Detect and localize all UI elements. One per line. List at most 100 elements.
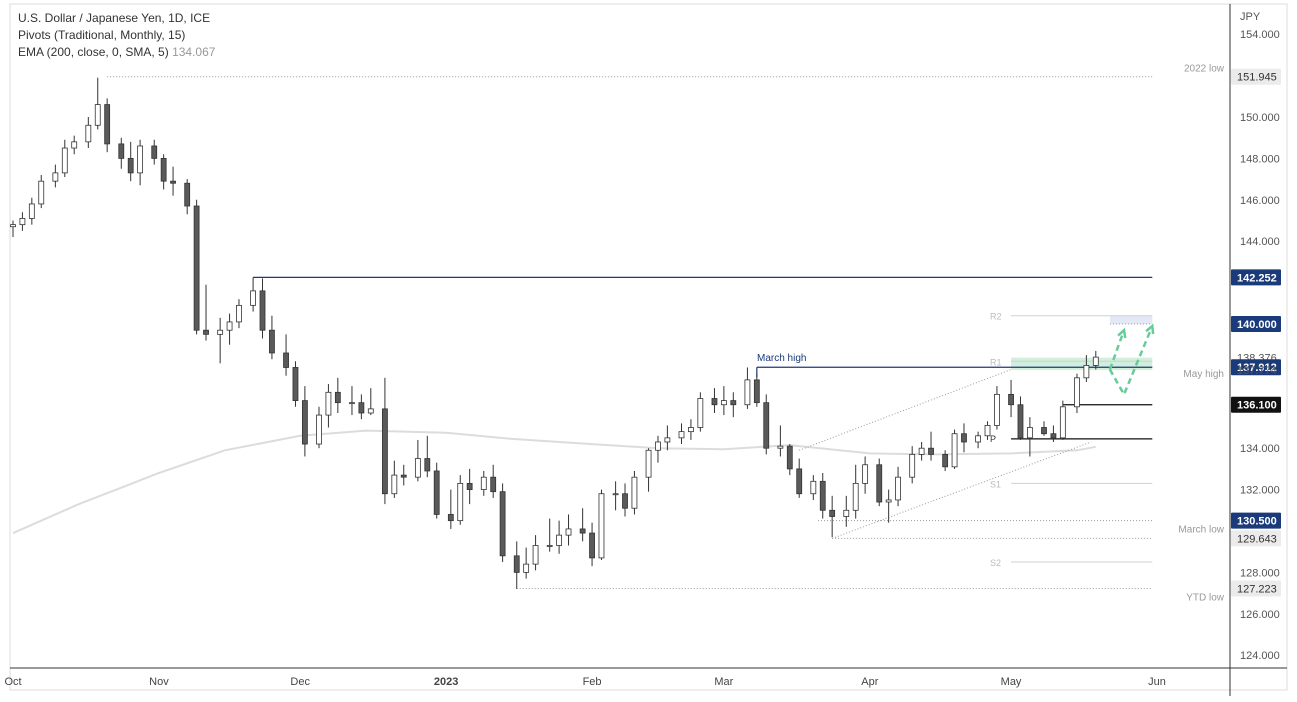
candle-body (226, 321, 233, 331)
y-tick-label: 124.000 (1240, 650, 1280, 662)
candle (895, 466, 901, 507)
candle-body (730, 400, 737, 406)
price-label-bg (1231, 580, 1281, 597)
candle (316, 406, 322, 449)
candle (730, 392, 737, 418)
candle (499, 483, 506, 563)
candle-body (876, 464, 883, 503)
candle (909, 446, 916, 484)
candle (1074, 373, 1080, 414)
price-label-127.223: 127.223 (1237, 583, 1277, 595)
candle (810, 475, 817, 500)
candle-body (433, 470, 440, 515)
candle (85, 117, 92, 149)
candle (236, 299, 242, 329)
candle (579, 508, 586, 542)
candle-body (664, 437, 671, 443)
candle-body (523, 563, 530, 573)
candle (28, 197, 35, 225)
candle-body (829, 509, 836, 517)
candle (38, 174, 45, 209)
candle-body (951, 433, 958, 468)
price-label-bg (1231, 68, 1281, 85)
candle (984, 421, 991, 440)
candle-body (236, 304, 242, 323)
candle (744, 367, 751, 409)
price-label-bg (1231, 269, 1281, 286)
candle-body (203, 329, 209, 335)
price-label-bg (1231, 359, 1281, 376)
candle (358, 394, 365, 420)
candle-body (38, 180, 45, 205)
candle (565, 514, 572, 546)
candle-body (885, 499, 892, 503)
y-tick-label: 150.000 (1240, 112, 1280, 124)
candle-body (645, 449, 652, 478)
candle-body (325, 391, 332, 416)
candle-body (52, 172, 59, 182)
x-tick-2023: 2023 (434, 676, 458, 688)
candle-body (984, 425, 991, 437)
candle (118, 137, 125, 169)
pivot-label-r2: R2 (990, 312, 1002, 322)
candle (184, 179, 191, 215)
candle-body (579, 528, 586, 534)
candle (259, 278, 266, 339)
price-label-137.774: 137.774 (1237, 365, 1277, 377)
candle-body (843, 509, 850, 517)
candle (349, 386, 355, 416)
candle (382, 377, 388, 505)
x-tick-feb: Feb (583, 676, 602, 688)
candle (862, 456, 869, 494)
candle (414, 439, 421, 482)
x-tick-dec: Dec (290, 676, 310, 688)
candle-body (546, 545, 553, 547)
candle (61, 139, 68, 178)
candle-body (810, 480, 817, 495)
price-label-129.643: 129.643 (1237, 533, 1277, 545)
candle (720, 386, 727, 416)
legend-ema-label: EMA (200, close, 0, SMA, 5) (18, 45, 169, 59)
currency-label: JPY (1240, 11, 1261, 23)
y-tick-label: 144.000 (1240, 236, 1280, 248)
candle (325, 384, 332, 428)
candle (203, 284, 209, 341)
y-tick-label: 134.000 (1240, 443, 1280, 455)
y-tick-label: 128.000 (1240, 567, 1280, 579)
candle (885, 489, 892, 523)
candle-body (1083, 364, 1090, 379)
candle-body (918, 447, 925, 455)
candle (928, 431, 934, 461)
candle-body (862, 464, 869, 484)
channel-line-1 (831, 441, 1092, 539)
candle-body (622, 493, 628, 509)
candle (170, 166, 176, 196)
candle (523, 547, 530, 579)
candle (151, 139, 158, 165)
candle-body (720, 400, 727, 406)
candle (796, 458, 803, 498)
candle-body (118, 143, 125, 159)
candle-body (786, 445, 793, 470)
candle (678, 423, 685, 445)
candle-body (994, 393, 1000, 426)
price-label-151.945: 151.945 (1237, 72, 1277, 84)
candle (1026, 417, 1033, 457)
candle-body (104, 104, 111, 145)
annotation-may-high: May high (1183, 369, 1224, 380)
candle-body (367, 408, 374, 414)
ema-line (12, 429, 1096, 535)
candle (961, 423, 967, 453)
candle (250, 277, 256, 312)
candle-body (1026, 427, 1033, 439)
candle-body (447, 514, 454, 522)
pivot-label-r1: R1 (990, 357, 1002, 367)
candle-body (678, 431, 685, 439)
candle-body (127, 157, 134, 174)
candle-body (170, 180, 176, 184)
candle-body (852, 482, 859, 511)
annotation-march-high: March high (757, 353, 806, 364)
candle (19, 212, 26, 231)
candle-body (909, 454, 916, 478)
